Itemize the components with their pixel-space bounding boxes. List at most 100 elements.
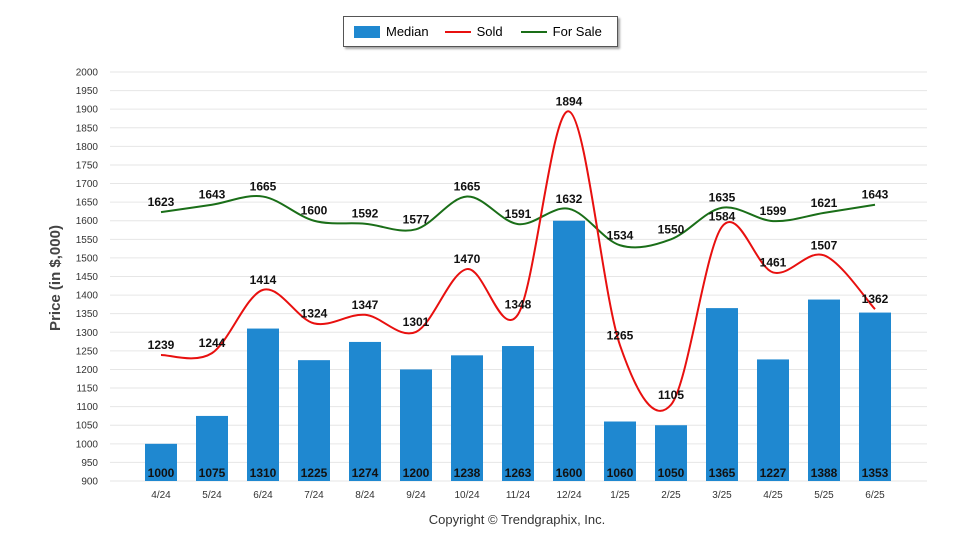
forsale-value-label: 1623 [148,195,175,209]
y-tick-label: 1650 [76,198,99,209]
median-bar [706,308,738,481]
forsale-value-label: 1550 [658,222,685,236]
y-tick-label: 1100 [76,402,98,413]
median-bar [757,359,789,481]
x-tick-label: 6/24 [253,490,273,501]
x-tick-label: 3/25 [712,490,732,501]
median-bar [808,299,840,481]
median-value-label: 1310 [250,466,277,480]
forsale-value-label: 1534 [607,228,634,242]
forsale-value-label: 1577 [403,212,430,226]
y-axis-title: Price (in $,000) [47,225,64,331]
forsale-value-label: 1643 [862,188,889,202]
sold-swatch [444,30,471,33]
y-tick-label: 1350 [76,309,99,320]
copyright-footer: Copyright © Trendgraphix, Inc. [428,512,606,527]
median-bar [349,341,381,481]
sold-value-label: 1461 [760,255,787,269]
sold-value-label: 1301 [403,315,430,329]
median-bar [247,328,279,481]
y-tick-label: 1750 [76,160,99,171]
x-tick-label: 11/24 [506,490,531,501]
sold-value-label: 1324 [301,306,328,320]
forsale-value-label: 1592 [352,207,379,221]
median-value-label: 1060 [607,466,634,480]
y-tick-label: 1950 [76,86,99,97]
median-value-label: 1600 [556,466,583,480]
y-tick-label: 1500 [76,253,99,264]
sold-value-label: 1239 [148,338,175,352]
forsale-line [160,195,876,249]
y-tick-label: 950 [81,458,98,469]
y-tick-label: 1050 [76,421,99,432]
median-bar [604,421,636,481]
sold-value-label: 1362 [862,292,889,306]
trend-lines [160,110,876,412]
x-tick-label: 4/24 [151,490,171,501]
forsale-value-label: 1621 [811,196,838,210]
median-value-label: 1227 [760,466,787,480]
x-tick-label: 2/25 [661,490,681,501]
median-value-label: 1075 [199,466,226,480]
sold-value-label: 1584 [709,210,736,224]
y-tick-label: 1000 [76,439,99,450]
sold-value-label: 1265 [607,328,634,342]
y-tick-label: 1900 [76,105,99,116]
sold-value-label: 1348 [505,297,532,311]
y-tick-label: 1850 [76,123,99,134]
x-tick-label: 10/24 [454,490,479,501]
sold-value-label: 1105 [658,388,684,402]
y-tick-label: 1600 [76,216,99,227]
x-tick-label: 5/25 [814,490,834,501]
median-value-label: 1225 [301,466,328,480]
chart-legend: Median Sold For Sale [343,16,618,47]
x-tick-label: 7/24 [304,490,324,501]
median-bar [655,425,687,481]
median-value-label: 1200 [403,466,430,480]
y-tick-label: 1550 [76,235,99,246]
x-tick-label: 6/25 [865,490,885,501]
median-value-label: 1238 [454,466,481,480]
data-labels: 1000 1075 1310 1225 1274 1200 1238 1263 1600 1060… [148,94,889,480]
sold-value-label: 1347 [352,298,379,312]
forsale-value-label: 1632 [556,192,583,206]
median-bar [196,415,228,481]
legend-item-forsale: For Sale [520,24,602,39]
median-bar [400,369,432,481]
gridlines [110,71,927,482]
sold-value-label: 1470 [454,252,481,266]
forsale-swatch [520,30,547,33]
legend-item-sold: Sold [444,24,503,39]
y-tick-label: 1300 [76,328,99,339]
median-value-label: 1365 [709,466,736,480]
median-bar [553,220,585,481]
sold-value-label: 1507 [811,238,838,252]
sold-value-label: 1414 [250,273,277,287]
legend-sold-label: Sold [476,24,503,39]
sold-value-label: 1894 [556,94,583,108]
median-value-label: 1050 [658,466,685,480]
y-tick-label: 1450 [76,272,99,283]
x-tick-label: 12/24 [556,490,581,501]
legend-median-label: Median [386,24,429,39]
x-tick-label: 8/24 [355,490,375,501]
sold-line [160,110,876,412]
median-bar [502,346,534,481]
y-tick-label: 1400 [76,291,99,302]
median-bar [451,355,483,481]
legend-forsale-label: For Sale [552,24,602,39]
y-axis-ticks: 900 950 1000 1050 1100 1150 1200 1250 1300 1350 14… [76,68,99,488]
median-value-label: 1000 [148,466,175,480]
median-swatch [354,25,380,38]
median-value-label: 1263 [505,466,532,480]
x-tick-label: 5/24 [202,490,222,501]
median-bar [298,360,330,481]
y-tick-label: 1200 [76,365,99,376]
y-tick-label: 1800 [76,142,99,153]
forsale-value-label: 1643 [199,188,226,202]
median-value-label: 1353 [862,466,889,480]
y-tick-label: 1150 [76,384,98,395]
forsale-value-label: 1665 [250,180,277,194]
forsale-value-label: 1665 [454,180,481,194]
forsale-value-label: 1635 [709,191,736,205]
